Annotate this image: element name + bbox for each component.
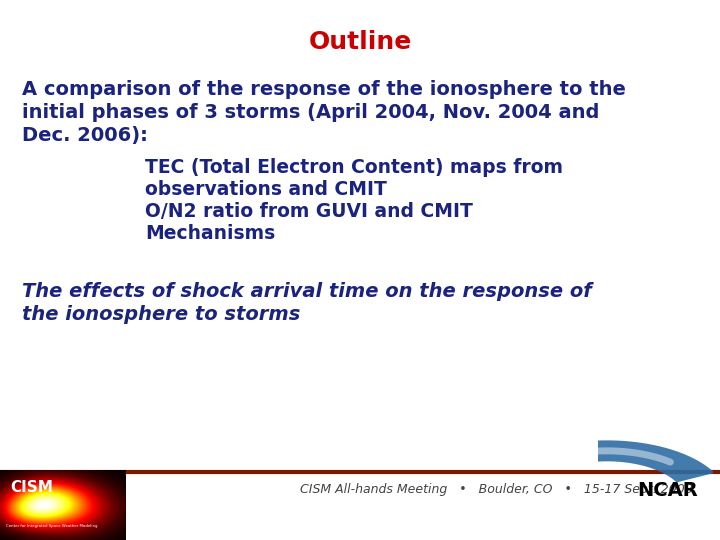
Text: CISM All-hands Meeting   •   Boulder, CO   •   15-17 Sept. 2008: CISM All-hands Meeting • Boulder, CO • 1… xyxy=(300,483,693,496)
Text: Outline: Outline xyxy=(308,30,412,54)
Text: observations and CMIT: observations and CMIT xyxy=(145,180,387,199)
Text: Dec. 2006):: Dec. 2006): xyxy=(22,126,148,145)
Text: O/N2 ratio from GUVI and CMIT: O/N2 ratio from GUVI and CMIT xyxy=(145,202,473,221)
Polygon shape xyxy=(487,441,714,494)
Text: CISM: CISM xyxy=(10,480,53,495)
Text: Mechanisms: Mechanisms xyxy=(145,224,275,243)
Text: TEC (Total Electron Content) maps from: TEC (Total Electron Content) maps from xyxy=(145,158,563,177)
Text: initial phases of 3 storms (April 2004, Nov. 2004 and: initial phases of 3 storms (April 2004, … xyxy=(22,103,599,122)
Text: The effects of shock arrival time on the response of: The effects of shock arrival time on the… xyxy=(22,282,592,301)
Text: NCAR: NCAR xyxy=(637,481,698,500)
Text: Center for Integrated Space Weather Modeling: Center for Integrated Space Weather Mode… xyxy=(6,524,98,528)
Text: the ionosphere to storms: the ionosphere to storms xyxy=(22,305,300,324)
Text: A comparison of the response of the ionosphere to the: A comparison of the response of the iono… xyxy=(22,80,626,99)
